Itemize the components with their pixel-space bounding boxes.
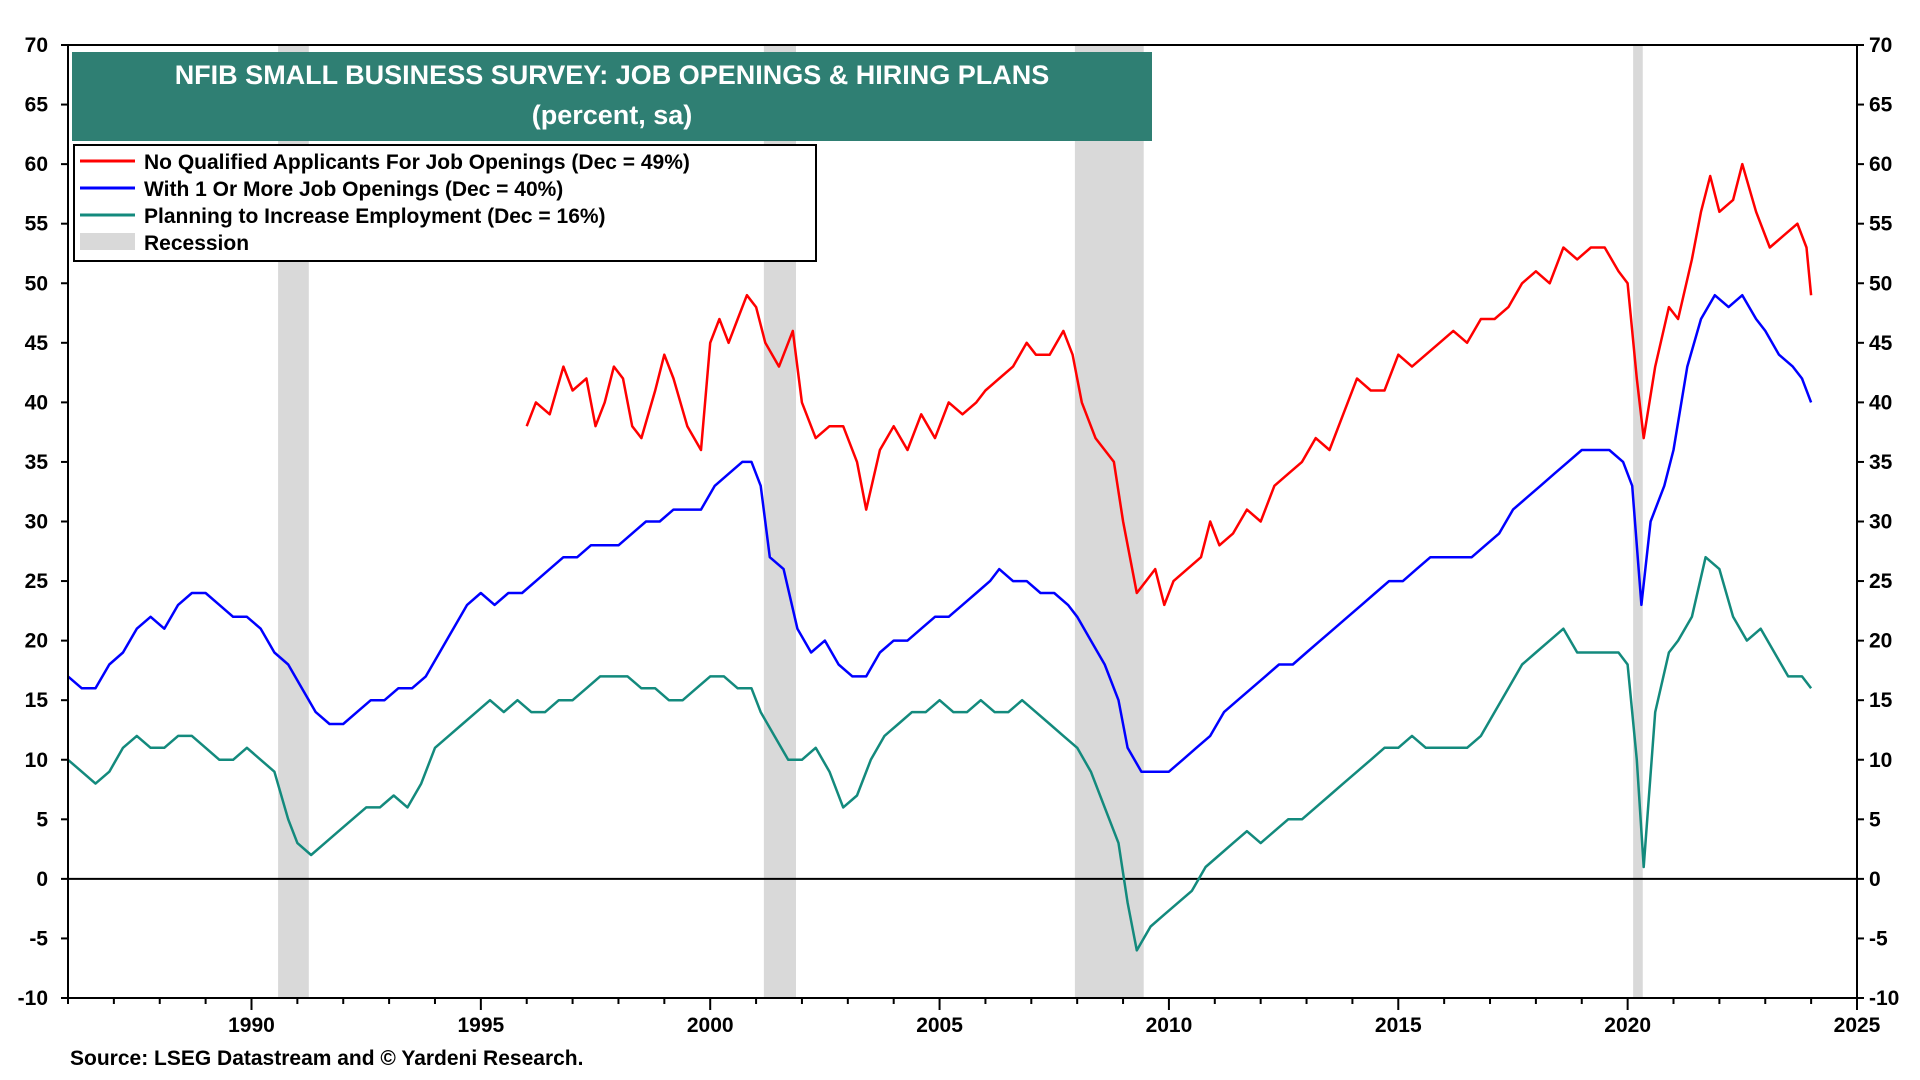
legend-label-job-openings: With 1 Or More Job Openings (Dec = 40%) [144, 178, 563, 201]
y-tick-label-right: -5 [1869, 927, 1888, 950]
recession-band-3 [1633, 45, 1643, 998]
x-axis: 1990 1995 2000 2005 2010 2015 2020 2025 [67, 998, 1881, 1037]
y-tick-label-right: 50 [1869, 272, 1892, 295]
y-tick-label-right: -10 [1869, 987, 1899, 1010]
legend-box [73, 144, 817, 262]
x-tick-label: 2025 [1834, 1014, 1881, 1037]
y-tick-label-left: 20 [25, 630, 48, 653]
title-box [72, 52, 1152, 141]
y-tick-label-right: 55 [1869, 213, 1893, 236]
legend-swatch-recession [80, 233, 135, 250]
y-tick-label-left: 55 [25, 213, 49, 236]
y-tick-label-left: 30 [25, 511, 48, 534]
x-tick-label: 2000 [687, 1014, 734, 1037]
recession-band-2 [1074, 45, 1144, 998]
y-tick-label-left: 70 [25, 34, 48, 57]
y-tick-label-right: 30 [1869, 511, 1892, 534]
x-tick-label: 2020 [1604, 1014, 1651, 1037]
chart-title: NFIB SMALL BUSINESS SURVEY: JOB OPENINGS… [175, 60, 1050, 90]
y-tick-label-left: 65 [25, 94, 49, 117]
y-tick-label-right: 0 [1869, 868, 1881, 891]
series-line-0 [525, 162, 1813, 607]
x-tick-label: 2005 [916, 1014, 963, 1037]
y-tick-label-right: 70 [1869, 34, 1892, 57]
y-tick-label-left: 5 [36, 808, 48, 831]
y-tick-label-right: 15 [1869, 689, 1893, 712]
y-tick-label-left: 25 [25, 570, 49, 593]
y-tick-label-left: 10 [25, 749, 48, 772]
y-tick-label-left: 50 [25, 272, 48, 295]
y-tick-label-right: 65 [1869, 94, 1893, 117]
y-tick-label-right: 45 [1869, 332, 1893, 355]
y-tick-label-right: 60 [1869, 153, 1892, 176]
source-note: Source: LSEG Datastream and © Yardeni Re… [70, 1047, 583, 1070]
y-tick-label-right: 10 [1869, 749, 1892, 772]
y-tick-label-right: 25 [1869, 570, 1893, 593]
y-tick-label-right: 20 [1869, 630, 1892, 653]
y-tick-label-right: 5 [1869, 808, 1881, 831]
legend: No Qualified Applicants For Job Openings… [73, 144, 817, 262]
y-tick-label-left: -5 [29, 927, 48, 950]
x-tick-label: 1990 [228, 1014, 275, 1037]
y-tick-label-right: 40 [1869, 391, 1892, 414]
y-tick-label-left: 0 [36, 868, 48, 891]
series-line-2 [67, 555, 1813, 952]
y-tick-label-left: 35 [25, 451, 49, 474]
legend-label-recession: Recession [144, 232, 249, 255]
y-tick-label-left: 45 [25, 332, 49, 355]
y-tick-label-left: 60 [25, 153, 48, 176]
y-tick-label-left: -10 [18, 987, 48, 1010]
y-tick-label-left: 15 [25, 689, 49, 712]
x-tick-label: 2015 [1375, 1014, 1422, 1037]
left-y-axis: -10 -5 0 5 10 15 20 25 30 35 40 45 50 55 60 65 70 [18, 34, 68, 1010]
right-y-axis: -10 -5 0 5 10 15 20 25 30 35 40 45 50 55 60 65 70 [1857, 34, 1899, 1010]
x-tick-label: 2010 [1146, 1014, 1193, 1037]
legend-label-hiring-plans: Planning to Increase Employment (Dec = 1… [144, 205, 606, 228]
y-tick-label-right: 35 [1869, 451, 1893, 474]
series-line-1 [67, 293, 1813, 773]
chart-subtitle: (percent, sa) [532, 100, 693, 130]
series-lines [67, 162, 1813, 952]
y-tick-label-left: 40 [25, 391, 48, 414]
x-tick-label: 1995 [457, 1014, 504, 1037]
legend-label-no-qualified: No Qualified Applicants For Job Openings… [144, 151, 690, 174]
